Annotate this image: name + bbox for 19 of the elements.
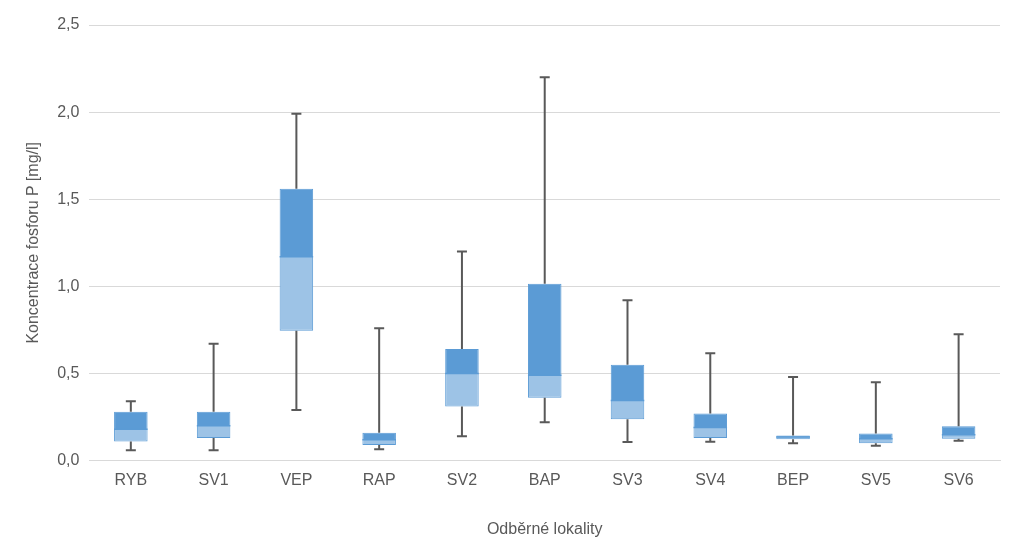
x-tick-label: VEP (280, 470, 313, 488)
y-axis-title: Koncentrace fosforu P [mg/l] (24, 142, 42, 344)
x-tick-label: SV4 (695, 470, 726, 488)
y-tick-label: 2,5 (57, 15, 80, 33)
y-tick-label: 1,0 (57, 276, 80, 294)
x-tick-label: SV6 (943, 470, 974, 488)
x-tick-label: SV3 (612, 470, 643, 488)
y-tick-label: 1,5 (57, 189, 80, 207)
x-axis-title: Odběrné lokality (486, 519, 603, 537)
x-tick-label: SV1 (198, 470, 229, 488)
x-tick-label: RAP (362, 470, 396, 488)
x-tick-label: BAP (528, 470, 561, 488)
x-tick-label: SV5 (860, 470, 892, 488)
x-tick-label: SV2 (446, 470, 478, 488)
x-tick-label: RYB (114, 470, 148, 488)
x-tick-label: BEP (777, 470, 810, 488)
y-tick-label: 0,5 (57, 363, 80, 381)
y-tick-label: 0,0 (57, 451, 80, 469)
y-tick-label: 2,0 (57, 102, 80, 120)
